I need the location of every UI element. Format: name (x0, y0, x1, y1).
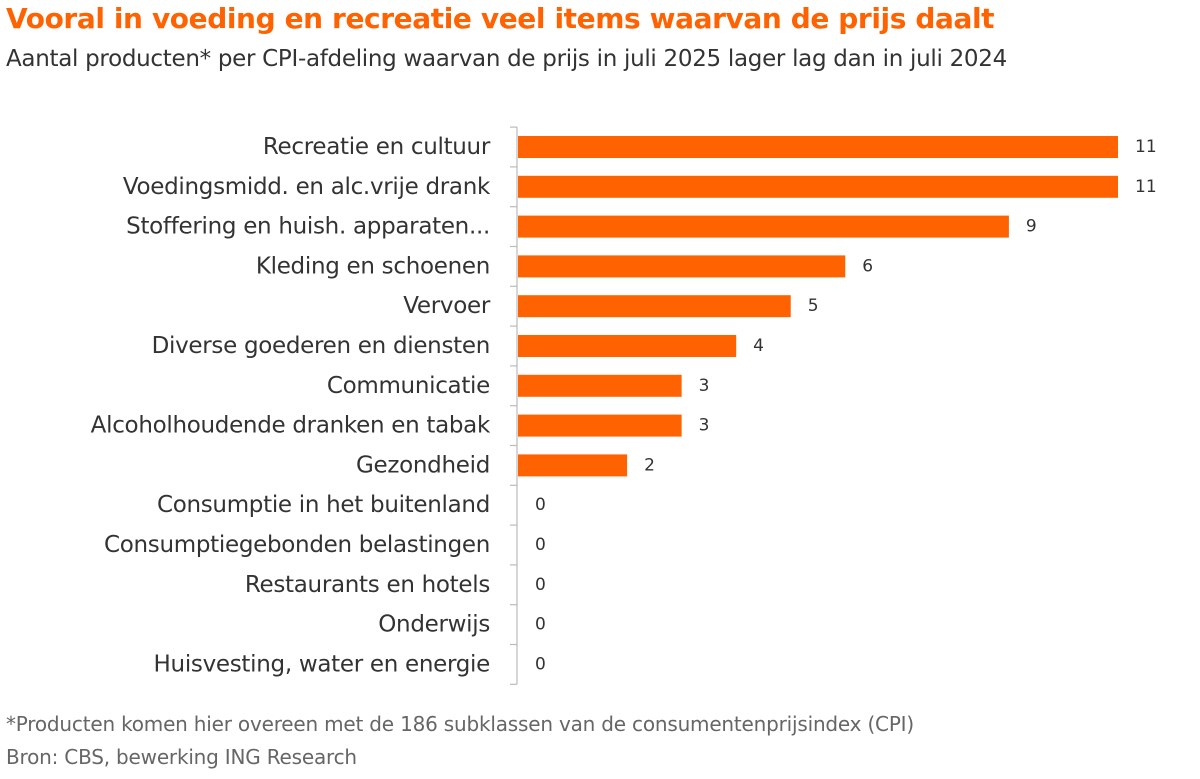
value-label: 11 (1135, 137, 1157, 157)
value-label: 0 (535, 575, 546, 595)
value-label: 0 (535, 535, 546, 555)
category-label: Kleding en schoenen (256, 253, 490, 279)
bar (518, 454, 628, 477)
value-label: 11 (1135, 177, 1157, 197)
value-label: 0 (535, 654, 546, 674)
value-labels-group: 11 11 9 6 5 4 3 3 2 0 0 0 0 0 (535, 137, 1157, 674)
y-axis-ticks (510, 126, 517, 685)
bar (518, 295, 791, 318)
bar-chart: Recreatie en cultuur Voedingsmidd. en alc… (91, 126, 1157, 685)
category-label: Onderwijs (378, 612, 490, 638)
category-labels-group: Recreatie en cultuur Voedingsmidd. en alc… (91, 134, 492, 677)
category-label: Diverse goederen en diensten (152, 333, 490, 359)
chart-title: Vooral in voeding en recreatie veel item… (6, 2, 995, 35)
category-label: Vervoer (403, 293, 491, 319)
value-label: 5 (808, 296, 819, 316)
category-label: Communicatie (327, 373, 490, 399)
bar (518, 215, 1009, 238)
bar (518, 175, 1118, 198)
value-label: 2 (644, 455, 655, 475)
category-label: Huisvesting, water en energie (154, 651, 490, 677)
category-label: Recreatie en cultuur (263, 134, 491, 160)
bar (518, 136, 1118, 158)
value-label: 0 (535, 495, 546, 515)
category-label: Consumptie in het buitenland (157, 492, 490, 518)
category-label: Voedingsmidd. en alc.vrije drank (123, 174, 491, 200)
source-note: Bron: CBS, bewerking ING Research (6, 745, 357, 769)
value-label: 3 (699, 376, 710, 396)
value-label: 4 (753, 336, 764, 356)
category-label: Restaurants en hotels (245, 572, 490, 598)
value-label: 9 (1026, 217, 1037, 237)
bar (518, 414, 682, 437)
bar (518, 255, 846, 278)
bar (518, 374, 682, 397)
category-label: Alcoholhoudende dranken en tabak (91, 413, 491, 439)
chart-subtitle: Aantal producten* per CPI-afdeling waarv… (6, 46, 1007, 72)
bars-group (518, 136, 1118, 477)
category-label: Stoffering en huish. apparaten... (126, 214, 490, 240)
footnote: *Producten komen hier overeen met de 186… (6, 712, 914, 736)
bar (518, 335, 737, 357)
category-label: Consumptiegebonden belastingen (104, 532, 490, 558)
value-label: 0 (535, 615, 546, 635)
category-label: Gezondheid (356, 452, 490, 478)
value-label: 6 (862, 256, 873, 276)
value-label: 3 (699, 416, 710, 436)
